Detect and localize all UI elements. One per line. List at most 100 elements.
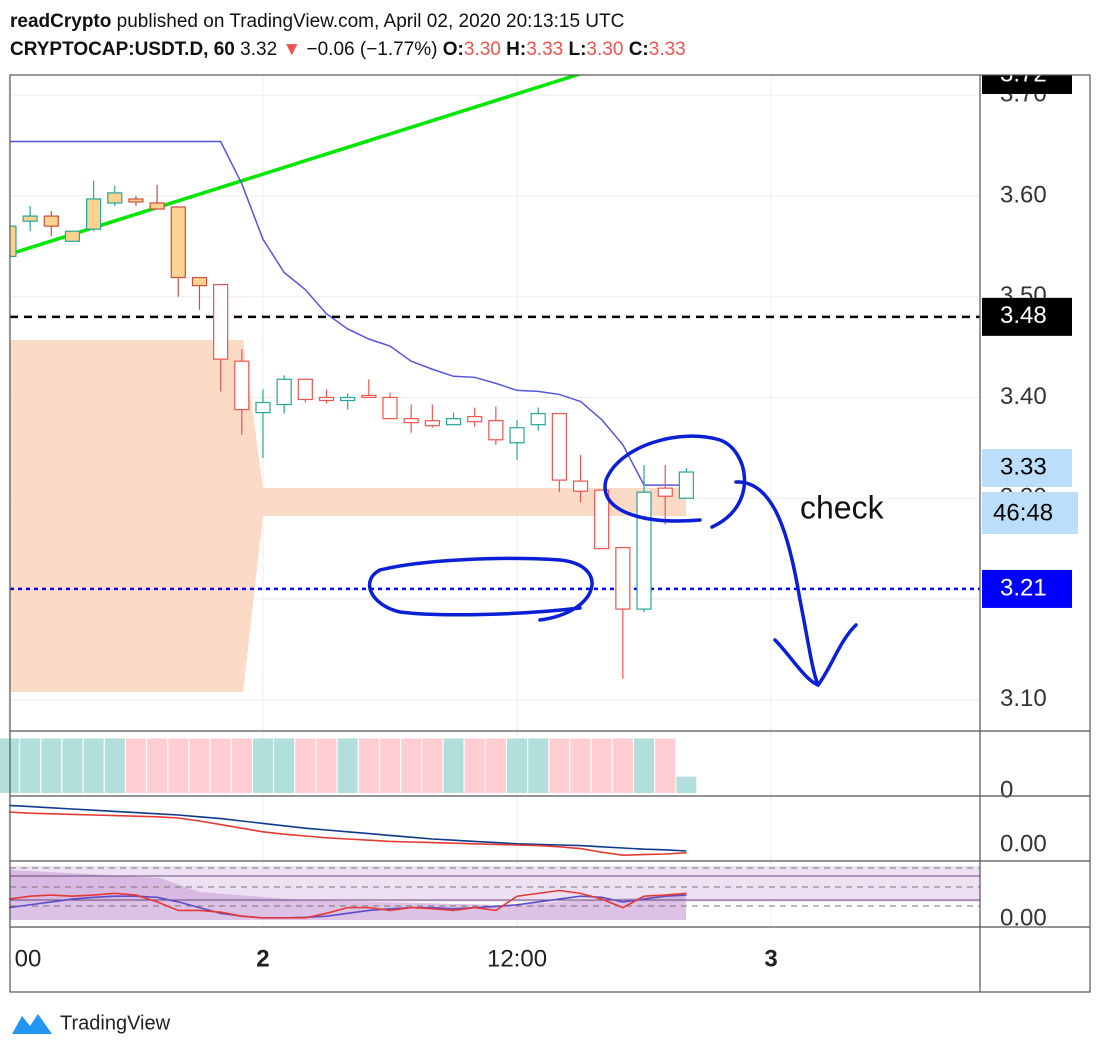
candle-body: [340, 396, 356, 402]
frame: [9, 74, 1091, 993]
frame-border: [9, 74, 1091, 993]
candle-body: [636, 491, 652, 610]
candle-body: [213, 284, 229, 360]
candle-body: [255, 401, 271, 414]
price-badge: 3.21: [982, 569, 1072, 608]
indicator-line: [10, 140, 687, 486]
candle-body: [594, 489, 610, 550]
oscillator-line: [8, 889, 687, 919]
candle-body: [297, 378, 313, 401]
y-tick: 3.60: [1000, 181, 1047, 208]
arrow: ▼: [282, 39, 302, 60]
volume-bar: [231, 738, 252, 793]
volume-bar: [655, 738, 676, 793]
candle-body: [64, 230, 81, 242]
price-badge-bg: [982, 569, 1072, 608]
price-badge-bg: [982, 75, 1072, 94]
volume-bar: [83, 738, 104, 793]
y-tick-label: 3.40: [1000, 383, 1047, 410]
symbol: CRYPTOCAP:USDT.D, 60: [10, 39, 235, 60]
macd-line: [8, 811, 687, 857]
volume-bar: [147, 738, 168, 793]
volume-bar: [507, 738, 528, 793]
plot: [10, 75, 980, 679]
price-badge: 3.33 46:48: [982, 449, 1078, 534]
drawings: [367, 434, 858, 688]
candle-body: [572, 480, 589, 492]
y-tick-label: 0.00: [1000, 830, 1047, 857]
volume-bar: [549, 738, 570, 793]
volume-bar: [252, 738, 273, 793]
volume-bar: [612, 738, 633, 793]
volume-bar: [295, 738, 316, 793]
candle-body: [191, 276, 208, 287]
candle-body: [530, 412, 546, 426]
y-tick-label: 0: [1000, 776, 1013, 803]
arrow-annotation: [734, 480, 820, 687]
candle-body: [86, 198, 102, 230]
volume-bar: [485, 738, 506, 793]
oscillator-line: [8, 894, 687, 919]
volume-bar: [422, 738, 443, 793]
y-tick-label: 3.10: [1000, 685, 1047, 712]
candle-body: [445, 418, 462, 426]
published: published on TradingView.com, April 02, …: [116, 11, 625, 32]
volume-bar: [676, 776, 697, 793]
candle-body: [424, 420, 440, 427]
volume-bar: [210, 738, 231, 793]
candle-body: [128, 198, 144, 203]
price-badge-label: 3.33: [1000, 453, 1047, 480]
price-badge-label: 3.72: [1000, 60, 1047, 87]
annotation: check: [800, 489, 885, 525]
price-badge-label: 3.21: [1000, 574, 1047, 601]
volume-bar: [189, 738, 210, 793]
panes: 00 2 12:00 300.000.00: [0, 738, 1047, 972]
y-tick: 3.10: [1000, 685, 1047, 712]
candle-body: [551, 412, 567, 481]
c-label: C:: [628, 39, 649, 60]
brand: TradingView: [60, 1012, 171, 1034]
candle-body: [361, 394, 377, 399]
y-tick: 3.40: [1000, 383, 1047, 410]
price-badge-bg: [982, 449, 1072, 487]
candle-body: [107, 192, 123, 204]
volume-bar: [591, 738, 612, 793]
volume-bar: [168, 738, 189, 793]
high: 3.33: [526, 39, 564, 60]
header: readCrypto published on TradingView.com,…: [10, 8, 686, 64]
macd-line: [8, 804, 687, 852]
candle-body: [678, 471, 694, 499]
y-tick-label: 3.60: [1000, 181, 1047, 208]
circle-annotation: [367, 556, 594, 622]
volume-bar: [358, 738, 379, 793]
change: −0.06 (−1.77%): [306, 39, 438, 60]
volume-bar: [464, 738, 485, 793]
last-price: 3.32: [240, 39, 278, 60]
volume-bar: [104, 738, 125, 793]
candle-body: [488, 420, 504, 441]
close: 3.33: [648, 39, 686, 60]
volume-bar: [20, 738, 41, 793]
author: readCrypto: [10, 11, 112, 32]
volume-bar: [443, 738, 464, 793]
x-tick-label: 2: [256, 945, 269, 972]
o-label: O:: [442, 39, 464, 60]
candle-body: [615, 547, 631, 610]
volume-bar: [62, 738, 83, 793]
x-tick-label: 00: [15, 945, 42, 972]
volume-bar: [41, 738, 62, 793]
osc-area: [10, 870, 686, 920]
candle-body: [10, 225, 17, 257]
countdown: 46:48: [993, 499, 1053, 526]
volume-bar: [316, 738, 337, 793]
low: 3.30: [586, 39, 624, 60]
open: 3.30: [463, 39, 501, 60]
circle-annotation: [603, 434, 747, 529]
candle-body: [170, 206, 186, 279]
volume-bar: [401, 738, 422, 793]
logo: TradingView: [12, 1012, 171, 1034]
volume-bar: [570, 738, 591, 793]
arrow-head: [773, 623, 858, 688]
